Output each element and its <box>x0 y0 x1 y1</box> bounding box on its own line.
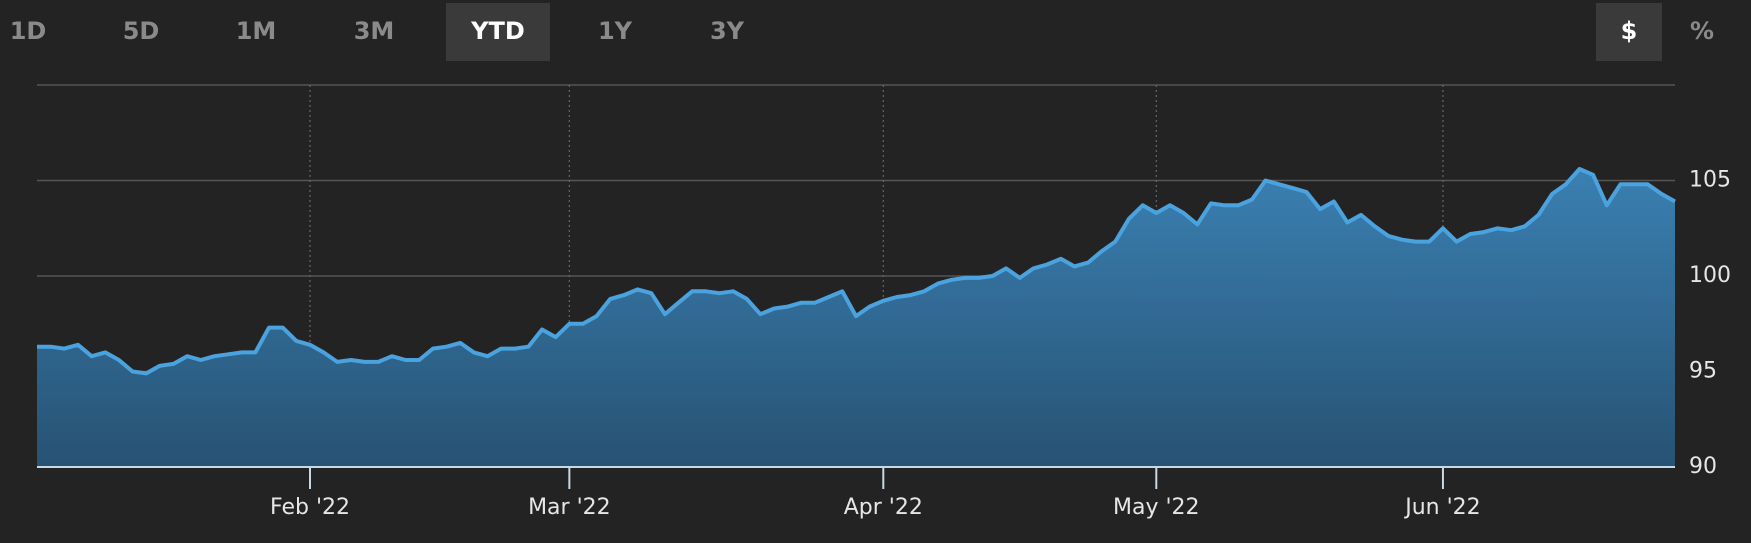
range-button[interactable]: 1M <box>236 17 277 45</box>
y-tick-label: 90 <box>1689 454 1717 479</box>
x-tick-label: Jun '22 <box>1403 495 1480 520</box>
range-button[interactable]: YTD <box>470 17 525 45</box>
range-button[interactable]: 3M <box>354 17 395 45</box>
y-tick-label: 105 <box>1689 168 1731 193</box>
x-tick-label: Apr '22 <box>844 495 923 520</box>
range-button[interactable]: 5D <box>123 17 160 45</box>
unit-button[interactable]: $ <box>1621 17 1638 45</box>
price-line <box>37 167 1676 376</box>
x-tick-label: May '22 <box>1113 495 1200 520</box>
unit-button[interactable]: % <box>1690 17 1714 45</box>
x-tick-label: Feb '22 <box>270 495 350 520</box>
range-button[interactable]: 1Y <box>598 17 633 45</box>
x-tick-label: Mar '22 <box>528 495 611 520</box>
range-button[interactable]: 3Y <box>710 17 745 45</box>
unit-button-bg <box>1596 3 1662 61</box>
range-button-bg <box>446 3 550 61</box>
range-button[interactable]: 1D <box>10 17 47 45</box>
y-tick-label: 100 <box>1689 263 1731 288</box>
y-tick-label: 95 <box>1689 359 1717 384</box>
